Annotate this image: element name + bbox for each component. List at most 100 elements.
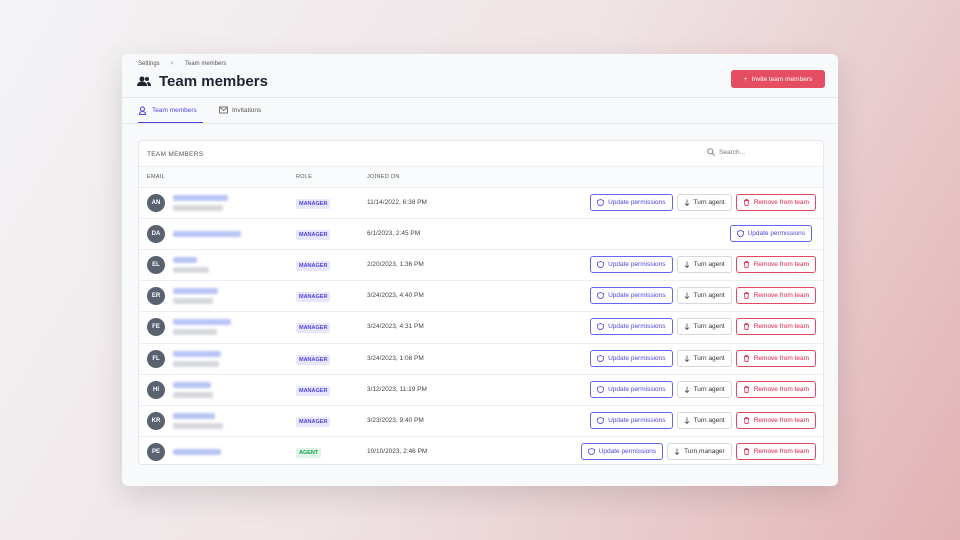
button-label: Remove from team [753,385,809,393]
member-row: EL MANAGER 2/20/2023, 1:36 PM Update permis… [139,249,823,280]
action-button[interactable]: Turn manager [667,442,732,460]
role-badge: MANAGER [296,385,331,396]
settings-card: Settings > Team members Team members + In… [122,54,838,486]
action-button[interactable]: Update permissions [590,194,673,211]
avatar: KR [147,411,165,430]
action-button[interactable]: Update permissions [580,442,664,460]
button-label: Turn manager [684,447,725,455]
button-label: Turn agent [693,199,725,206]
action-button[interactable]: Update permissions [590,349,673,367]
actions: Update permissions Turn agent Remove from … [590,287,816,305]
button-label: Remove from team [753,292,809,300]
action-button[interactable]: Turn agent [676,256,732,274]
role-badge: MANAGER [296,199,331,209]
action-button[interactable]: Update permissions [590,256,673,274]
button-label: Turn agent [693,354,725,362]
actions: Update permissions Turn agent Remove from … [590,318,816,336]
button-icon [597,261,604,269]
joined-date: 3/12/2023, 11:19 PM [367,385,427,393]
action-button[interactable]: Remove from team [735,256,816,274]
tab-icon [219,106,228,114]
avatar: PE [147,442,165,461]
button-icon [736,230,744,238]
avatar: FL [147,349,165,368]
tab[interactable]: Invitations [219,106,261,114]
blurred-name [173,267,209,274]
action-button[interactable]: Remove from team [735,380,816,398]
button-label: Turn agent [693,292,725,300]
action-button[interactable]: Turn agent [676,411,732,429]
members-table: TEAM MEMBERS Search... EMAIL ROLE JOINED… [138,140,824,465]
breadcrumb-separator: > [170,61,174,67]
button-label: Update permissions [608,385,666,393]
tab-label: Team members [152,107,197,114]
joined-date: 3/24/2023, 4:40 PM [367,292,424,300]
button-icon [743,354,750,362]
action-button[interactable]: Remove from team [735,194,816,211]
tab-active[interactable]: Team members [139,106,197,115]
joined-date: 3/24/2023, 1:08 PM [367,354,424,362]
button-icon [743,323,750,331]
button-icon [597,385,604,393]
action-button[interactable]: Turn agent [676,194,732,211]
actions: Update permissions Turn agent Remove from … [590,411,816,429]
member-row: FL MANAGER 3/24/2023, 1:08 PM Update permis… [139,342,823,374]
button-label: Remove from team [753,354,809,362]
action-button[interactable]: Update permissions [590,380,673,398]
invite-label: Invite team members [751,75,813,83]
divider [122,97,838,98]
button-icon [684,199,690,206]
blurred-email [173,448,221,455]
search-placeholder: Search... [719,148,746,156]
avatar: AN [147,194,165,212]
button-icon [597,292,604,300]
blurred-email [173,195,228,201]
page-title: Team members [159,73,268,90]
blurred-name [173,422,223,429]
action-button[interactable]: Remove from team [735,318,816,336]
action-button[interactable]: Remove from team [735,411,816,429]
action-button[interactable]: Remove from team [735,442,816,460]
avatar: DA [147,225,165,244]
breadcrumb-link[interactable]: Settings [138,61,160,67]
button-label: Turn agent [693,261,725,269]
button-label: Remove from team [753,261,809,269]
joined-date: 3/23/2023, 9:40 PM [367,416,424,424]
button-icon [684,386,690,393]
joined-date: 3/24/2023, 4:31 PM [367,323,424,331]
action-button[interactable]: Turn agent [676,287,732,305]
button-label: Update permissions [747,230,805,238]
table-header: EMAIL ROLE JOINED ON [139,166,823,187]
button-label: Turn agent [693,416,725,424]
action-button[interactable]: Update permissions [590,287,673,305]
role-badge: MANAGER [296,261,331,272]
button-label: Update permissions [608,354,666,362]
action-button[interactable]: Update permissions [590,318,673,336]
team-icon [137,76,151,86]
invite-button[interactable]: + Invite team members [731,70,825,88]
role-badge: MANAGER [296,230,331,241]
button-icon [587,447,595,455]
member-row: PE AGENT 10/10/2023, 2:46 PM Update permiss… [139,435,823,467]
button-icon [743,416,750,424]
button-label: Turn agent [693,385,725,393]
blurred-name [173,329,217,336]
search-box[interactable]: Search... [707,148,745,156]
action-button[interactable]: Turn agent [676,349,732,367]
avatar: FE [147,318,165,337]
action-button[interactable]: Remove from team [735,349,816,367]
actions: Update permissions Turn agent Remove from … [590,256,816,274]
role-badge: MANAGER [296,416,331,427]
action-button[interactable]: Update permissions [729,225,812,243]
button-label: Update permissions [608,323,666,331]
button-label: Remove from team [753,447,809,455]
action-button[interactable]: Remove from team [735,287,816,305]
action-button[interactable]: Turn agent [676,318,732,336]
action-button[interactable]: Turn agent [676,380,732,398]
actions: Update permissions Turn agent Remove from … [590,349,816,367]
button-label: Update permissions [608,199,666,206]
action-button[interactable]: Update permissions [590,411,673,429]
blurred-name [173,298,213,305]
column-header: ROLE [296,174,313,180]
